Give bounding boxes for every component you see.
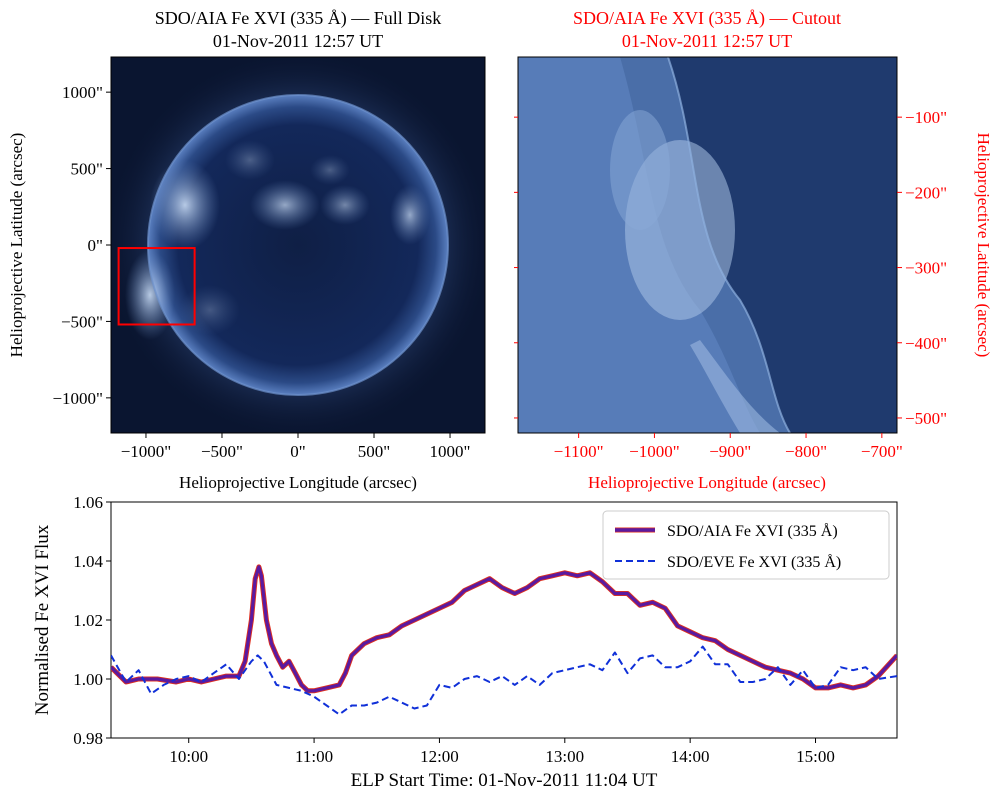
full-disk-image [111,57,485,433]
full-disk-xtick-label: −500" [201,442,243,461]
lightcurve-ytick-label: 1.04 [73,552,103,571]
cutout-ytick-label: −500" [905,409,947,428]
cutout-panel: −1100" −1000" −900" −800" −700" −100" −200" −30… [514,8,993,492]
lightcurve-ytick-label: 1.06 [73,493,103,512]
lightcurve-xtick-label: 14:00 [671,747,710,766]
cutout-ytick-label: −200" [905,183,947,202]
lightcurve-ytick-label: 1.00 [73,670,103,689]
full-disk-xtick-label: 0" [290,442,305,461]
lightcurve-xtick-label: 15:00 [796,747,835,766]
full-disk-title: SDO/AIA Fe XVI (335 Å) — Full Disk [155,8,442,29]
cutout-axes: −1100" −1000" −900" −800" −700" −100" −200" −30… [514,108,947,461]
cutout-xtick-label: −700" [861,442,903,461]
cutout-xtick-label: −900" [709,442,751,461]
full-disk-panel: −1000" −500" 0" 500" 1000" 1000" 500" 0" −500" −1… [7,8,486,492]
cutout-xtick-label: −800" [785,442,827,461]
cutout-ylabel: Helioprojective Latitude (arcsec) [974,133,993,358]
full-disk-xtick-label: −1000" [121,442,172,461]
full-disk-ytick-label: 1000" [62,83,103,102]
full-disk-ytick-label: −500" [61,312,103,331]
aia-series-line [111,565,897,693]
cutout-ytick-label: −400" [905,334,947,353]
lightcurve-ytick-label: 1.02 [73,611,103,630]
cutout-title: SDO/AIA Fe XVI (335 Å) — Cutout [573,8,841,29]
aia-series-edge [111,564,897,694]
lightcurve-lines [111,564,897,716]
cutout-subtitle: 01-Nov-2011 12:57 UT [622,31,792,51]
cutout-xtick-label: −1100" [554,442,604,461]
legend-eve-label: SDO/EVE Fe XVI (335 Å) [667,553,841,571]
legend-aia-label: SDO/AIA Fe XVI (335 Å) [667,522,838,540]
eve-series-line [111,645,897,716]
full-disk-ytick-label: −1000" [52,389,103,408]
full-disk-subtitle: 01-Nov-2011 12:57 UT [213,31,383,51]
lightcurve-legend: SDO/AIA Fe XVI (335 Å) SDO/EVE Fe XVI (3… [602,510,890,580]
cutout-region-box [117,247,196,326]
full-disk-ytick-label: 0" [88,236,103,255]
cutout-xlabel: Helioprojective Longitude (arcsec) [588,473,826,492]
full-disk-xtick-label: 1000" [430,442,471,461]
full-disk-axes: −1000" −500" 0" 500" 1000" 1000" 500" 0" −500" −1… [52,83,470,461]
full-disk-xlabel: Helioprojective Longitude (arcsec) [179,473,417,492]
full-disk-xtick-label: 500" [358,442,390,461]
lightcurve-xlabel: ELP Start Time: 01-Nov-2011 11:04 UT [351,770,658,791]
lightcurve-axes: 10:00 11:00 12:00 13:00 14:00 15:00 0.98 1.00 1.… [73,493,835,766]
lightcurve-xtick-label: 10:00 [169,747,208,766]
lightcurve-xtick-label: 13:00 [545,747,584,766]
lightcurve-panel: 10:00 11:00 12:00 13:00 14:00 15:00 0.98 1.00 1.… [32,493,898,791]
cutout-ytick-label: −300" [905,259,947,278]
full-disk-ylabel: Helioprojective Latitude (arcsec) [7,133,26,358]
full-disk-ytick-label: 500" [71,160,103,179]
lightcurve-ylabel: Normalised Fe XVI Flux [32,524,53,715]
cutout-image [518,57,897,433]
lightcurve-xtick-label: 12:00 [420,747,459,766]
cutout-xtick-label: −1000" [629,442,680,461]
cutout-ytick-label: −100" [905,108,947,127]
lightcurve-ytick-label: 0.98 [73,729,103,748]
lightcurve-xtick-label: 11:00 [295,747,333,766]
